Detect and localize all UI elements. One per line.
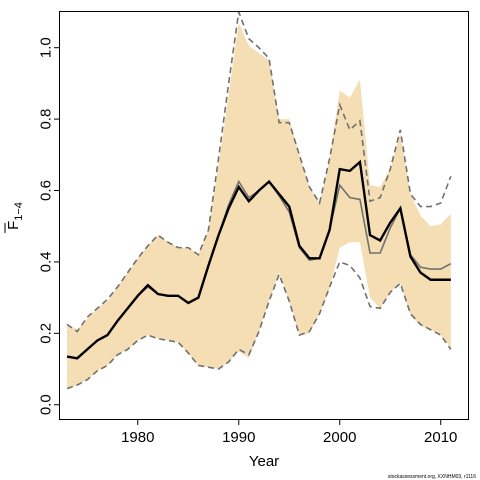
x-tick-label-2010: 2010: [424, 429, 457, 446]
x-tick-label-1990: 1990: [222, 429, 255, 446]
svg-text:F1−4: F1−4: [5, 202, 25, 230]
y-tick-label-0.2: 0.2: [38, 323, 55, 344]
y-axis-title-main: F: [5, 221, 22, 230]
y-axis-title: F1−4: [4, 202, 25, 233]
y-tick-label-0.6: 0.6: [38, 180, 55, 201]
y-axis: 0.0 0.2 0.4 0.6 0.8 1.0: [38, 37, 60, 415]
dashed-lower-bound-line: [66, 260, 452, 390]
main-estimate-line: [66, 159, 451, 360]
plot-frame: [59, 11, 469, 420]
confidence-band: [67, 22, 451, 389]
x-tick-label-2000: 2000: [323, 429, 356, 446]
x-axis-title: Year: [249, 453, 279, 470]
x-tick-label-1980: 1980: [121, 429, 154, 446]
y-tick-label-0.4: 0.4: [38, 251, 55, 272]
plot-area: [66, 11, 452, 390]
y-tick-label-0.8: 0.8: [38, 109, 55, 130]
footer-note: stockassessment.org, XXNHM03, r1116: [388, 474, 476, 480]
y-tick-label-0.0: 0.0: [38, 394, 55, 415]
x-axis: 1980 1990 2000 2010: [121, 419, 457, 446]
y-tick-label-1.0: 1.0: [38, 37, 55, 58]
y-axis-title-sub: 1−4: [13, 202, 25, 221]
dashed-upper-bound-line: [66, 11, 452, 333]
